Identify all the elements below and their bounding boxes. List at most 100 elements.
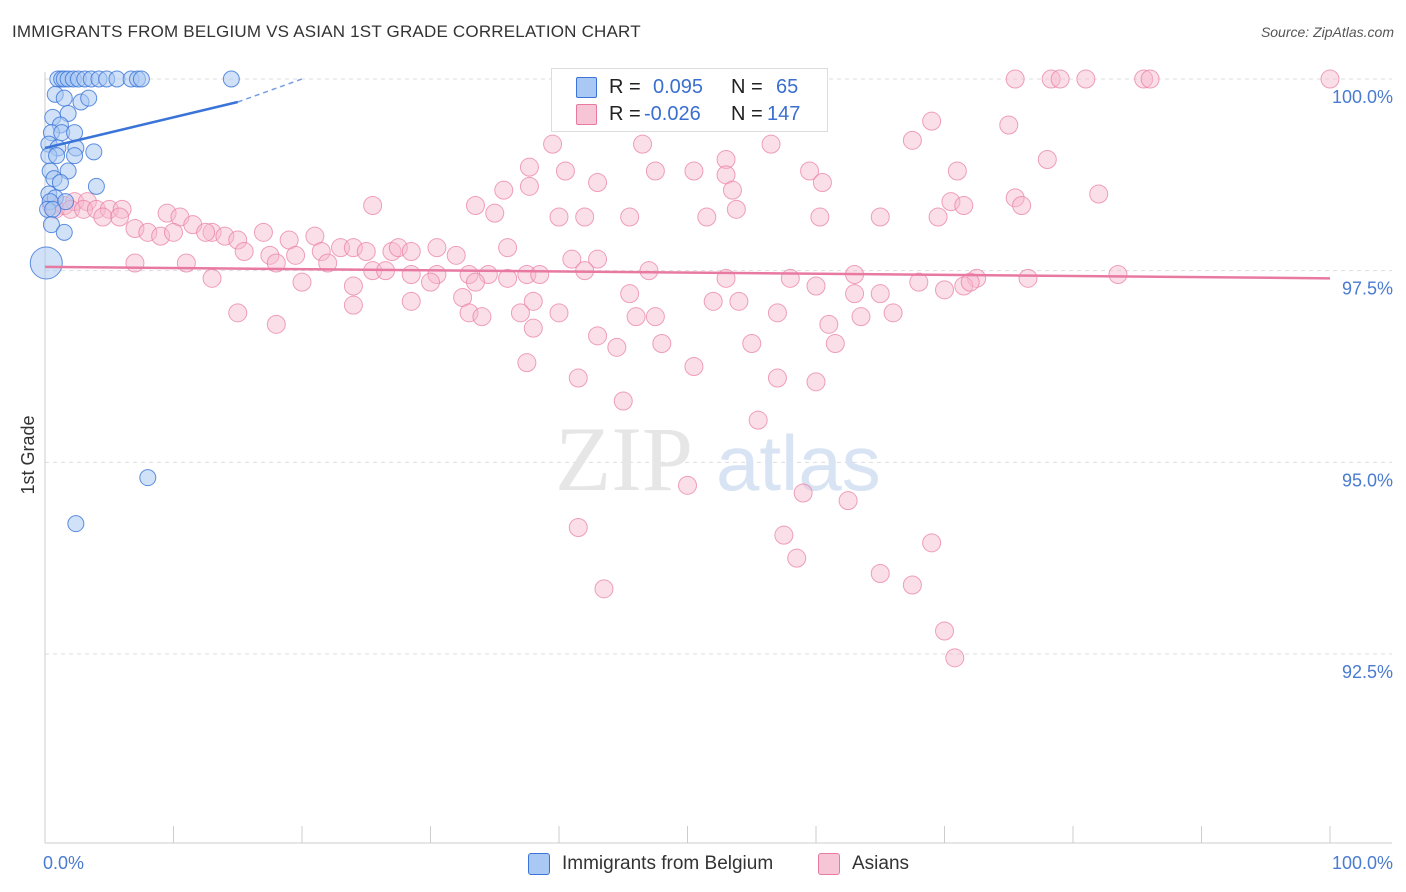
asians-point xyxy=(851,307,871,327)
asians-point xyxy=(446,245,466,265)
asians-point xyxy=(356,242,376,261)
belgium-point xyxy=(108,70,126,88)
asians-point xyxy=(575,207,595,227)
asians-point xyxy=(1320,69,1340,89)
belgium-point xyxy=(48,147,66,165)
asians-point xyxy=(800,161,820,181)
asians-point xyxy=(196,222,216,242)
asians-point xyxy=(1005,188,1025,208)
asians-point xyxy=(401,265,421,284)
asians-point xyxy=(472,307,492,327)
asians-point xyxy=(228,303,248,323)
asians-point xyxy=(93,207,113,227)
asians-point xyxy=(902,130,922,150)
asians-point xyxy=(588,173,608,192)
asians-point xyxy=(819,314,839,334)
belgium-trend-extension xyxy=(237,78,303,103)
y-tick-label: 97.5% xyxy=(1342,279,1393,299)
asians-point xyxy=(549,207,569,227)
asians-point xyxy=(494,180,514,200)
asians-point xyxy=(202,222,222,242)
asians-point xyxy=(793,483,813,503)
asians-point xyxy=(112,199,132,219)
asians-point xyxy=(1140,69,1160,89)
asians-point xyxy=(845,284,865,304)
asians-point xyxy=(568,368,588,388)
legend-label-belgium: Immigrants from Belgium xyxy=(562,853,774,874)
asians-point xyxy=(810,207,830,227)
asians-point xyxy=(318,253,338,273)
asians-point xyxy=(138,222,158,242)
correlation-legend: R = 0.095 N = 65 R = -0.026 N = 147 xyxy=(551,68,828,132)
asians-point xyxy=(151,226,171,246)
asians-point xyxy=(870,284,890,304)
asians-point xyxy=(465,272,485,292)
belgium-trend-line xyxy=(44,100,239,150)
asians-point xyxy=(626,307,646,327)
asians-point xyxy=(266,253,286,273)
asians-point xyxy=(697,207,717,227)
asians-point xyxy=(806,276,826,296)
asians-point xyxy=(157,203,177,223)
belgium-point xyxy=(29,246,63,280)
legend-label-asians: Asians xyxy=(852,853,910,874)
series-legend-belgium[interactable]: Immigrants from Belgium xyxy=(528,852,773,876)
trend-lines xyxy=(44,78,1331,280)
asians-point xyxy=(1108,265,1128,284)
asians-point xyxy=(941,192,961,212)
asians-point xyxy=(767,368,787,388)
asians-point xyxy=(645,307,665,327)
y-axis-title: 1st Grade xyxy=(18,415,38,494)
asians-point xyxy=(742,334,762,353)
asians-point xyxy=(909,272,929,292)
asians-point xyxy=(722,180,742,200)
asians-point xyxy=(523,291,543,311)
belgium-point xyxy=(55,223,73,241)
belgium-point xyxy=(139,469,157,487)
asians-point xyxy=(620,207,640,227)
belgium-point xyxy=(42,216,60,234)
asians-point xyxy=(498,238,518,258)
asians-point xyxy=(125,219,145,238)
legend-swatch-blue xyxy=(528,853,550,875)
asians-point xyxy=(1037,150,1057,169)
asians-point xyxy=(922,111,942,131)
asians-point xyxy=(1050,69,1070,89)
asians-point xyxy=(620,284,640,304)
asians-point xyxy=(421,272,440,292)
belgium-point xyxy=(66,124,84,142)
asians-point xyxy=(234,242,254,261)
asians-point xyxy=(726,199,746,219)
asians-point xyxy=(1076,69,1096,89)
asians-point xyxy=(639,261,659,281)
belgium-point xyxy=(55,89,73,107)
asians-point xyxy=(1012,196,1032,215)
asians-point xyxy=(363,196,383,215)
asians-point xyxy=(427,238,447,258)
asians-point xyxy=(761,134,781,154)
asians-point xyxy=(215,226,235,246)
x-tick-label-max: 100.0% xyxy=(1332,853,1393,873)
y-tick-label: 100.0% xyxy=(1332,87,1393,107)
asians-point xyxy=(748,410,768,430)
x-tick-label-min: 0.0% xyxy=(43,853,84,873)
legend-r-value-belgium: 0.095 xyxy=(653,75,704,98)
asians-point xyxy=(902,575,922,595)
legend-swatch-pink xyxy=(818,853,840,875)
asians-point xyxy=(253,222,273,242)
axis-labels: 92.5% 95.0% 97.5% 100.0% 0.0% 100.0% 1st Grade xyxy=(18,87,1393,873)
belgium-point xyxy=(222,70,240,88)
asians-point xyxy=(935,621,954,641)
asians-point xyxy=(459,303,479,323)
asians-point xyxy=(311,242,331,261)
series-legend-asians[interactable]: Asians xyxy=(818,852,909,876)
belgium-point xyxy=(132,70,150,88)
asians-point xyxy=(607,337,627,357)
belgium-point xyxy=(51,174,69,191)
asians-point xyxy=(645,161,665,181)
asians-point xyxy=(266,314,286,334)
asians-point xyxy=(945,648,965,668)
asians-point xyxy=(588,249,608,269)
asians-point xyxy=(343,276,363,296)
asians-point xyxy=(530,265,550,284)
